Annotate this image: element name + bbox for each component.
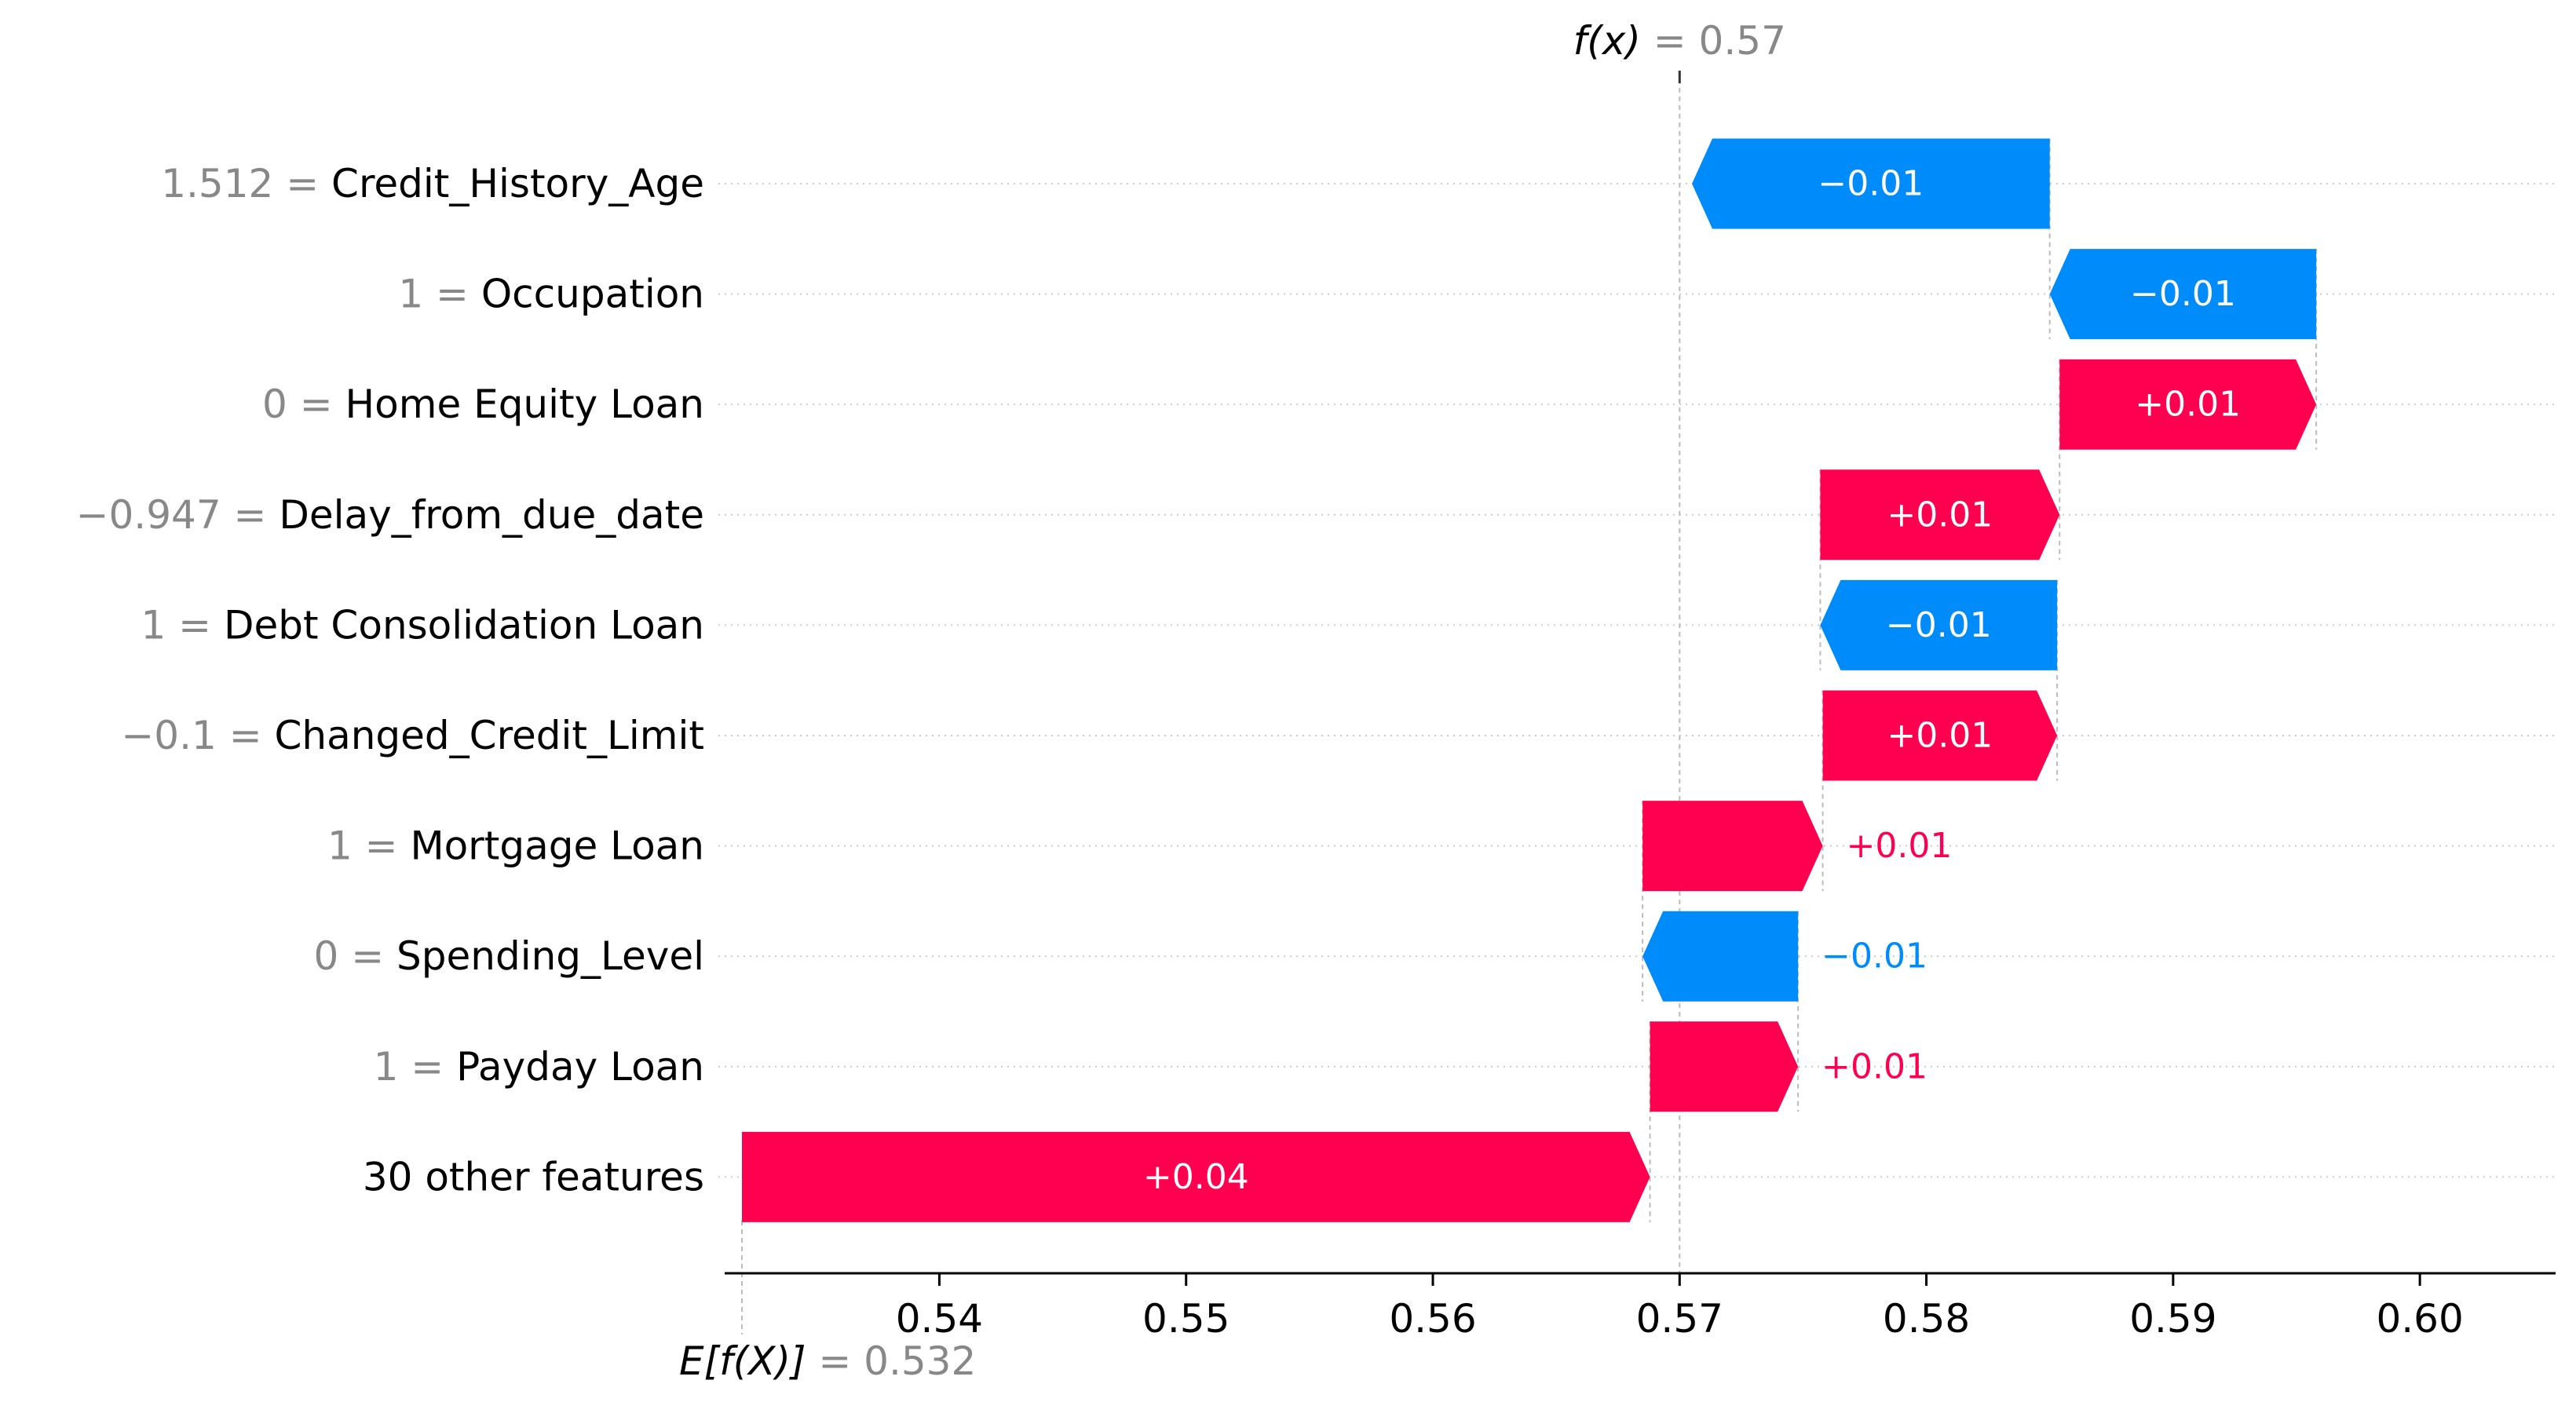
bar-value-label: +0.01	[2135, 385, 2241, 425]
x-tick-label: 0.56	[1389, 1296, 1476, 1342]
negative-shap-bar	[1692, 138, 2050, 229]
x-axis: 0.54 0.55 0.56 0.57 0.58 0.59 0.60	[725, 1272, 2556, 1342]
feature-name: 30 other features	[363, 1154, 704, 1199]
output-value-label: f(x) = 0.57	[1573, 18, 1786, 64]
feature-name: Mortgage Loan	[410, 823, 704, 869]
negative-shap-bar	[1642, 911, 1799, 1002]
base-value-label: E[f(X)] = 0.532	[679, 1338, 976, 1384]
bar-value-label: −0.01	[1821, 936, 1927, 977]
x-tick-label: 0.55	[1142, 1296, 1230, 1342]
feature-value: 1 =	[398, 272, 481, 317]
feature-label: 1 = Payday Loan	[374, 1044, 704, 1090]
feature-value: −0.947 =	[76, 492, 280, 538]
negative-shap-bar	[2049, 249, 2317, 340]
feature-name: Spending_Level	[396, 933, 704, 979]
base-value: = 0.532	[818, 1338, 976, 1384]
negative-shap-bar	[1820, 579, 2058, 670]
feature-name: Delay_from_due_date	[279, 492, 704, 538]
feature-value: 1 =	[327, 823, 411, 869]
bar-value-label: +0.01	[1887, 495, 1993, 535]
contribution-bars: −0.01 −0.01 +0.01 +0.01 −0.01 +0.01 +0.01 −0.01…	[742, 138, 2317, 1222]
feature-label: −0.947 = Delay_from_due_date	[76, 492, 704, 538]
feature-name: Changed_Credit_Limit	[275, 713, 705, 758]
feature-value: 1.512 =	[161, 161, 331, 206]
feature-labels: 1.512 = Credit_History_Age 1 = Occupation…	[76, 161, 704, 1199]
positive-shap-bar	[1822, 690, 2058, 781]
output-value: = 0.57	[1653, 18, 1786, 64]
feature-label: −0.1 = Changed_Credit_Limit	[121, 713, 704, 758]
base-label: E[f(X)]	[679, 1338, 818, 1384]
feature-value: 1 =	[374, 1044, 457, 1090]
bar-value-label: −0.01	[1886, 605, 1992, 645]
positive-shap-bar	[1642, 801, 1823, 892]
feature-label: 0 = Spending_Level	[314, 933, 704, 979]
bar-value-label: +0.04	[1143, 1157, 1249, 1197]
output-label: f(x)	[1573, 18, 1653, 64]
x-tick-label: 0.58	[1883, 1296, 1970, 1342]
feature-label: 0 = Home Equity Loan	[262, 382, 704, 427]
positive-shap-bar	[1650, 1021, 1799, 1112]
x-tick-label: 0.60	[2376, 1296, 2463, 1342]
feature-name: Occupation	[481, 272, 704, 317]
bar-value-label: +0.01	[1847, 826, 1953, 866]
feature-name: Home Equity Loan	[345, 382, 704, 427]
feature-label: 30 other features	[363, 1154, 704, 1199]
feature-value: 0 =	[314, 933, 397, 979]
x-tick-label: 0.59	[2129, 1296, 2216, 1342]
feature-value: 1 =	[141, 602, 224, 648]
feature-label: 1 = Occupation	[398, 272, 704, 317]
bar-value-label: −0.01	[1818, 164, 1924, 204]
positive-shap-bar	[2059, 359, 2317, 450]
feature-label: 1 = Debt Consolidation Loan	[141, 602, 704, 648]
expected-output-annotations: f(x) = 0.57 E[f(X)] = 0.532	[679, 18, 1786, 1384]
bar-value-label: +0.01	[1821, 1046, 1927, 1086]
feature-value: 0 =	[262, 382, 345, 427]
positive-shap-bar	[742, 1131, 1650, 1222]
feature-name: Payday Loan	[456, 1044, 704, 1090]
feature-value: −0.1 =	[121, 713, 274, 758]
feature-label: 1.512 = Credit_History_Age	[161, 161, 704, 206]
x-tick-label: 0.57	[1636, 1296, 1723, 1342]
feature-label: 1 = Mortgage Loan	[327, 823, 704, 869]
feature-name: Debt Consolidation Loan	[224, 602, 704, 648]
feature-name: Credit_History_Age	[331, 161, 704, 206]
bar-value-label: +0.01	[1887, 716, 1993, 756]
x-tick-label: 0.54	[896, 1296, 983, 1342]
positive-shap-bar	[1820, 469, 2060, 560]
bar-value-label: −0.01	[2130, 274, 2236, 314]
